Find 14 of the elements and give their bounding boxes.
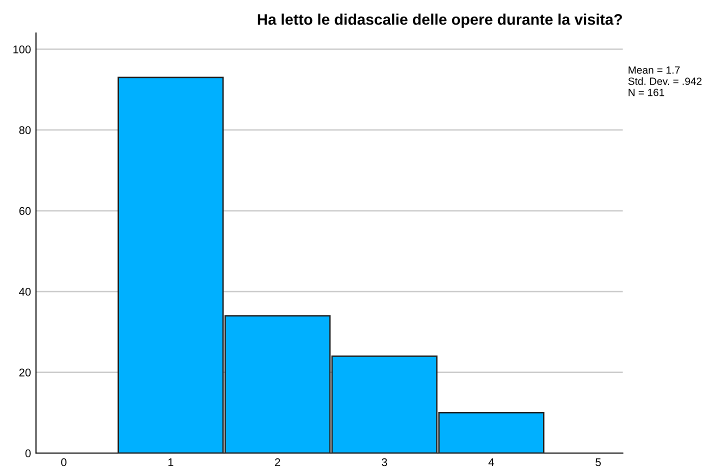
y-tick-label: 60 (19, 207, 31, 215)
y-tick-label: 80 (19, 126, 31, 134)
y-tick-label: 20 (19, 368, 31, 376)
y-tick-label: 40 (19, 288, 31, 296)
text: Mean = 1.7 Std. Dev. = .942 N = 161 (628, 66, 702, 96)
x-tick-label: 0 (61, 458, 66, 466)
x-tick-label: 1 (168, 458, 174, 466)
x-tick-label: 4 (488, 458, 494, 466)
x-tick-label: 2 (275, 458, 280, 466)
x-tick-label: 3 (382, 458, 388, 466)
x-tick-label: 5 (596, 458, 601, 466)
y-tick-label: 0 (25, 449, 31, 458)
y-tick-label: 100 (13, 45, 31, 54)
chart-title: Ha letto le didascalie delle opere durante la visita? (258, 14, 622, 28)
